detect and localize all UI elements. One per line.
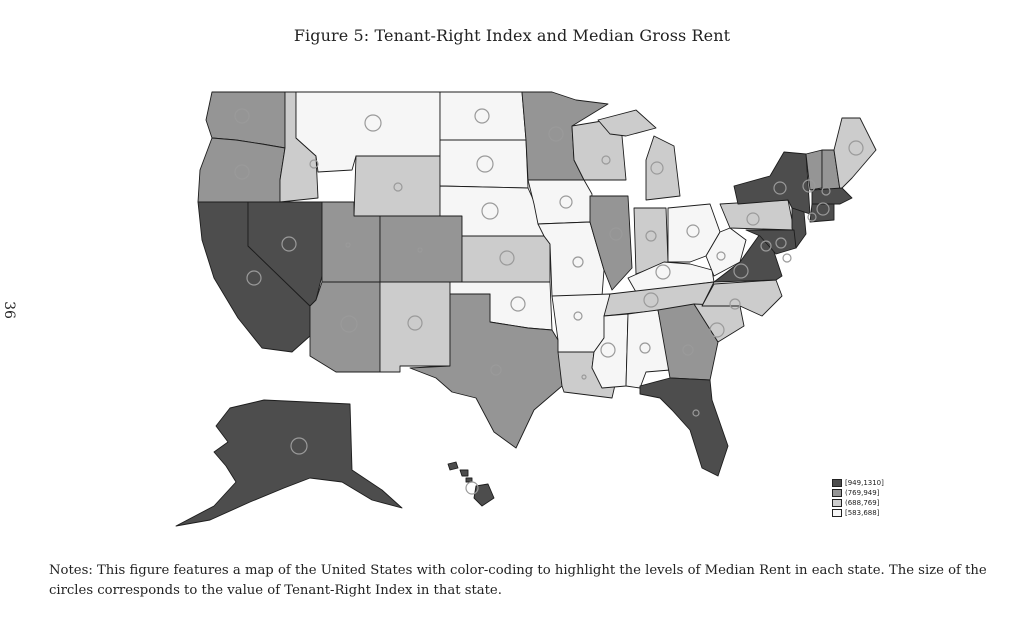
legend-label-3: (688,769]: [845, 499, 880, 507]
circle-indiana: [645, 230, 657, 242]
circle-vermont: [802, 179, 816, 193]
circle-louisiana: [581, 374, 587, 380]
circle-virginia: [733, 263, 749, 279]
circle-michigan: [650, 161, 664, 175]
state-alaska: [175, 399, 403, 527]
circle-minnesota: [548, 126, 564, 142]
circle-south-carolina: [709, 322, 725, 338]
state-florida: [639, 377, 729, 477]
legend-label-4: [583,688]: [845, 509, 880, 517]
circle-ohio: [686, 224, 700, 238]
state-new-mexico: [379, 281, 451, 373]
circle-north-dakota: [474, 108, 490, 124]
circle-south-dakota: [476, 155, 494, 173]
circle-alabama: [639, 342, 651, 354]
circle-connecticut: [807, 212, 817, 222]
circle-oregon: [234, 164, 250, 180]
legend-label-1: [949,1310]: [845, 479, 884, 487]
circle-washington: [234, 108, 250, 124]
circle-maine: [848, 140, 864, 156]
legend-swatch-3: [832, 499, 842, 507]
state-illinois: [589, 195, 633, 291]
state-new-jersey: [791, 207, 807, 249]
circle-tennessee: [643, 292, 659, 308]
legend-swatch-2: [832, 489, 842, 497]
circle-new-jersey: [775, 237, 787, 249]
circle-arkansas: [573, 311, 583, 321]
circle-montana: [364, 114, 382, 132]
circle-north-carolina: [729, 298, 741, 310]
state-oregon: [197, 137, 286, 203]
circle-nevada: [281, 236, 297, 252]
state-kansas: [461, 235, 551, 283]
circle-oklahoma: [510, 296, 526, 312]
state-wyoming: [353, 155, 441, 217]
circle-arizona: [340, 315, 358, 333]
state-hawaii-big-island: [473, 483, 495, 507]
circle-maryland: [760, 240, 772, 252]
state-arizona: [309, 281, 381, 373]
legend-swatch-4: [832, 509, 842, 517]
figure-notes: Notes: This figure features a map of the…: [49, 563, 987, 598]
circle-new-mexico: [407, 315, 423, 331]
circle-illinois: [609, 227, 623, 241]
state-hawaii-islands: [447, 461, 473, 483]
state-west-virginia: [705, 227, 747, 277]
circle-new-hampshire: [821, 186, 831, 196]
circle-california: [246, 270, 262, 286]
circle-florida: [692, 409, 700, 417]
circle-nebraska: [481, 202, 499, 220]
legend-item-4: [583,688]: [832, 508, 884, 518]
circle-texas: [490, 364, 502, 376]
circle-kansas: [499, 250, 515, 266]
circle-massachusetts: [816, 202, 830, 216]
state-maine: [833, 117, 877, 191]
figure-title: Figure 5: Tenant-Right Index and Median …: [293, 26, 731, 45]
circle-colorado: [417, 247, 423, 253]
circle-wisconsin: [601, 155, 611, 165]
legend-item-2: (769,949]: [832, 488, 884, 498]
circle-missouri: [572, 256, 584, 268]
state-south-dakota: [439, 139, 529, 189]
circle-delaware: [782, 253, 792, 263]
circle-hawaii: [465, 481, 479, 495]
circle-west-virginia: [716, 251, 726, 261]
legend-swatch-1: [832, 479, 842, 487]
circle-kentucky: [655, 264, 671, 280]
circle-mississippi: [600, 342, 616, 358]
circle-wyoming: [393, 182, 403, 192]
legend-label-2: (769,949]: [845, 489, 880, 497]
state-michigan-upper: [597, 109, 657, 137]
state-texas: [409, 293, 563, 449]
circle-alaska: [290, 437, 308, 455]
legend-item-1: [949,1310]: [832, 478, 884, 488]
legend-item-3: (688,769]: [832, 498, 884, 508]
circle-utah: [345, 242, 351, 248]
circle-iowa: [559, 195, 573, 209]
map-legend: [949,1310] (769,949] (688,769] [583,688]: [832, 478, 884, 518]
state-massachusetts: [811, 187, 853, 205]
circle-new-york: [773, 181, 787, 195]
circle-pennsylvania: [746, 212, 760, 226]
circle-idaho: [309, 159, 319, 169]
state-georgia: [657, 303, 719, 381]
state-north-dakota: [439, 91, 527, 141]
circle-georgia: [682, 344, 694, 356]
